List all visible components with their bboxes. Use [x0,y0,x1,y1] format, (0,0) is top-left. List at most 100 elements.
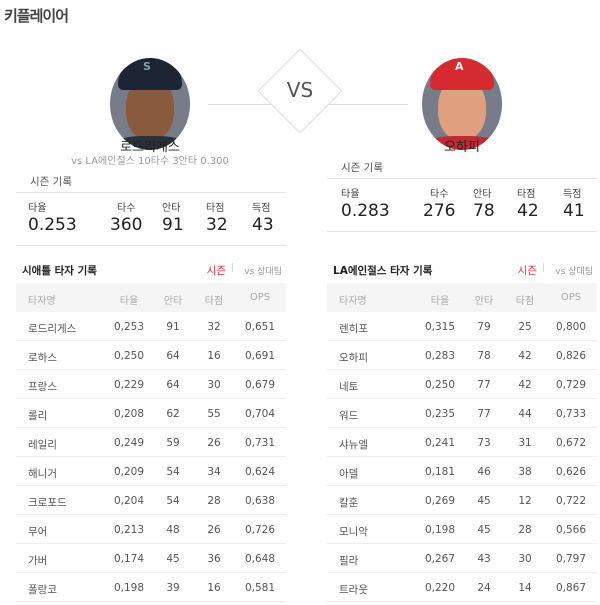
cell: 0,250 [113,350,145,362]
table-row[interactable]: 워드 0,235 77 44 0,733 [327,399,597,428]
batter-name: 오하피 [339,352,368,364]
cell: 0,722 [555,495,587,507]
cell: 0,181 [424,466,456,478]
table-row[interactable]: 모니악 0,198 45 28 0,566 [327,515,597,544]
table-row[interactable]: 트라웃 0,220 24 14 0,867 [327,573,597,602]
table-row[interactable]: 크로포드 0,204 54 28 0,638 [16,486,286,515]
batter-name: 롤리 [28,410,48,422]
divider [328,104,408,105]
batting-table-left: 시애틀 타자 기록 시즌 | vs 상대팀 타자명 타율 안타 타점 OPS 로드리게스 0… [16,255,286,602]
cell: 0,733 [555,408,587,420]
cell: 0,566 [555,524,587,536]
cell: 0,198 [424,524,456,536]
player-photo-right[interactable]: A [422,58,502,150]
cell: 43 [477,553,491,565]
column-header[interactable]: OPS [560,292,582,303]
tab-season[interactable]: 시즌 [517,265,537,277]
cell: 0,253 [113,321,145,333]
batter-name: 가버 [28,555,48,567]
table-row[interactable]: 레일리 0,249 59 26 0,731 [16,428,286,457]
column-header[interactable]: 타자명 [28,296,56,307]
cell: 0,267 [424,553,456,565]
table-row[interactable]: 네토 0,250 77 42 0,729 [327,370,597,399]
table-row[interactable]: 필라 0,267 43 30 0,797 [327,544,597,573]
table-header: 시애틀 타자 기록 시즌 | vs 상대팀 [16,255,286,283]
vs-label: VS [286,78,314,102]
column-header[interactable]: 타자명 [339,296,367,307]
player-photo-left[interactable]: S [110,58,190,150]
cell: 55 [207,408,221,420]
cell: 0,315 [424,321,456,333]
column-header[interactable]: 타율 [119,296,139,307]
table-row[interactable]: 오하피 0,283 78 42 0,826 [327,341,597,370]
page-title: 키플레이어 [4,7,69,25]
cell: 0,249 [113,437,145,449]
cell: 30 [207,379,221,391]
stat-avg: 타율 0.283 [341,189,390,221]
table-row[interactable]: 아델 0,181 46 38 0,626 [327,457,597,486]
table-row[interactable]: 로하스 0,250 64 16 0,691 [16,341,286,370]
batter-name: 프랑스 [28,381,57,393]
cell: 0,648 [244,553,276,565]
mariners-logo-icon: S [143,60,151,73]
table-row[interactable]: 칼훈 0,269 45 12 0,722 [327,486,597,515]
stat-hits: 안타 78 [473,189,495,221]
column-header[interactable]: OPS [249,292,271,303]
cell: 14 [518,582,532,594]
cell: 0,679 [244,379,276,391]
stat-runs: 득점 43 [252,203,274,235]
table-row[interactable]: 로드리게스 0,253 91 32 0,651 [16,312,286,341]
cell: 0,174 [113,553,145,565]
column-headers: 타자명 타율 안타 타점 OPS [327,283,597,312]
table-row[interactable]: 무어 0,213 48 26 0,726 [16,515,286,544]
table-title: 시애틀 타자 기록 [22,265,97,277]
table-row[interactable]: 폴랑코 0,198 39 16 0,581 [16,573,286,602]
season-label: 시즌 기록 [30,176,72,188]
table-row[interactable]: 해니거 0,209 54 34 0,624 [16,457,286,486]
batter-name: 트라웃 [339,584,368,596]
table-row[interactable]: 렌히포 0,315 79 25 0,800 [327,312,597,341]
table-row[interactable]: 프랑스 0,229 64 30 0,679 [16,370,286,399]
batter-name: 샤뉴엘 [339,439,368,451]
column-header[interactable]: 타점 [515,296,535,307]
player-name-right[interactable]: 오하피 [444,140,480,155]
stat-runs: 득점 41 [563,189,585,221]
stat-avg: 타율 0.253 [28,203,77,235]
column-header[interactable]: 안타 [474,296,494,307]
cell: 0,213 [113,524,145,536]
cell: 0,241 [424,437,456,449]
season-stats-right: 시즌 기록 타율 0.283 타수 276 안타 78 타점 42 득점 41 [327,160,597,232]
cell: 0,208 [113,408,145,420]
tab-vs-opponent[interactable]: vs 상대팀 [555,267,593,277]
table-title: LA에인절스 타자 기록 [333,265,433,277]
cell: 0,826 [555,350,587,362]
batter-name: 모니악 [339,526,368,538]
batting-table-right: LA에인절스 타자 기록 시즌 | vs 상대팀 타자명 타율 안타 타점 OPS 렌히포… [327,255,597,602]
cell: 0,651 [244,321,276,333]
tab-separator: | [230,263,234,273]
cell: 0,797 [555,553,587,565]
column-header[interactable]: 안타 [163,296,183,307]
season-label: 시즌 기록 [341,162,383,174]
tab-separator: | [541,263,545,273]
tab-season[interactable]: 시즌 [206,265,226,277]
table-row[interactable]: 샤뉴엘 0,241 73 31 0,672 [327,428,597,457]
cell: 26 [207,437,221,449]
player-name-left[interactable]: 로드리게스 [120,140,180,155]
column-headers: 타자명 타율 안타 타점 OPS [16,283,286,312]
cell: 62 [166,408,180,420]
batter-name: 크로포드 [28,497,67,509]
cell: 28 [518,524,532,536]
cell: 48 [166,524,180,536]
table-row[interactable]: 가버 0,174 45 36 0,648 [16,544,286,573]
batter-name: 무어 [28,526,48,538]
cell: 16 [207,582,221,594]
cell: 77 [477,379,491,391]
table-row[interactable]: 롤리 0,208 62 55 0,704 [16,399,286,428]
cell: 79 [477,321,491,333]
tab-vs-opponent[interactable]: vs 상대팀 [244,267,282,277]
cell: 0,269 [424,495,456,507]
column-header[interactable]: 타율 [430,296,450,307]
column-header[interactable]: 타점 [204,296,224,307]
cell: 0,672 [555,437,587,449]
